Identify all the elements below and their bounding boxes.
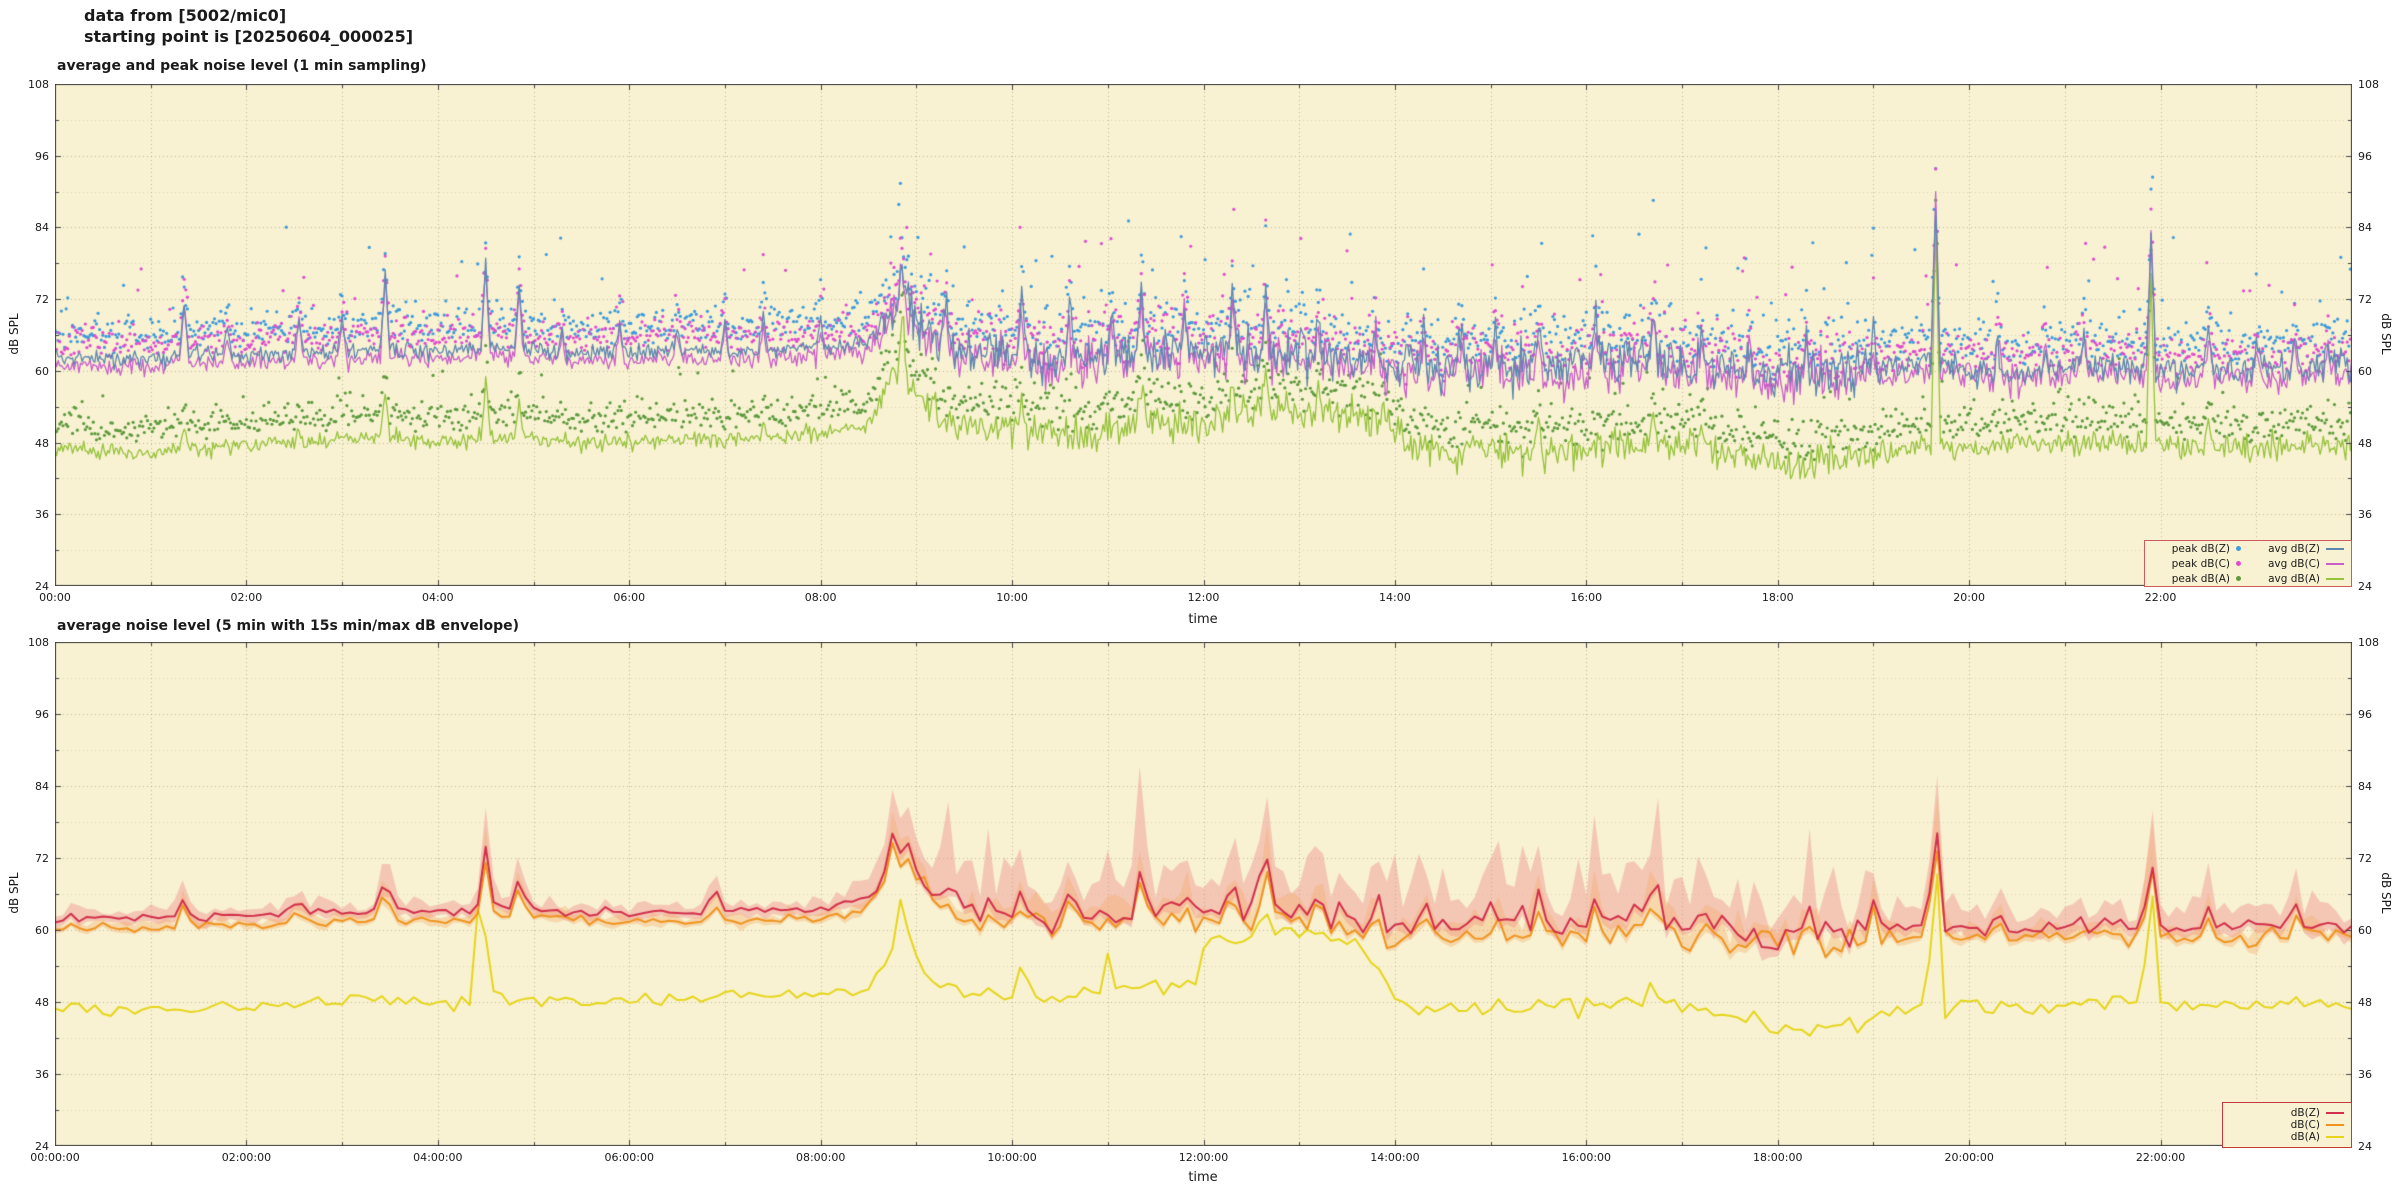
- legend-label: dB(A): [2290, 1131, 2320, 1143]
- y-tick-label: 48: [2358, 436, 2372, 450]
- dbc-marker-icon: [2326, 1124, 2344, 1126]
- x-tick-label: 16:00: [1570, 591, 1603, 604]
- x-tick-label: 18:00:00: [1753, 1151, 1803, 1164]
- x-tick-label: 10:00: [996, 591, 1028, 604]
- x-tick-label: 18:00: [1761, 591, 1794, 604]
- y-tick-label: 84: [2358, 221, 2372, 235]
- y-tick-label: 108: [2358, 78, 2379, 91]
- x-tick-label: 22:00: [2144, 591, 2177, 604]
- x-tick-label: 06:00:00: [604, 1151, 654, 1164]
- x-tick-label: 20:00: [1953, 591, 1986, 604]
- x-tick-label: 08:00:00: [795, 1151, 846, 1164]
- y-tick-label: 24: [35, 580, 49, 593]
- chart2-xlabel: time: [1188, 1170, 1218, 1185]
- header-source-line: data from [5002/mic0]: [84, 6, 287, 25]
- y-tick-label: 84: [35, 221, 49, 235]
- x-tick-label: 14:00: [1379, 591, 1411, 604]
- chart1-title: average and peak noise level (1 min samp…: [57, 58, 427, 74]
- x-tick-label: 12:00:00: [1178, 1151, 1229, 1164]
- legend-entry: peak dB(A): [2145, 571, 2248, 586]
- legend-entry: dB(A): [2223, 1131, 2351, 1143]
- x-tick-label: 08:00: [804, 591, 837, 604]
- peak-dbz-marker-icon: [2236, 546, 2241, 551]
- x-tick-label: 14:00:00: [1370, 1151, 1420, 1164]
- y-tick-label: 96: [2358, 708, 2372, 721]
- legend-label: avg dB(Z): [2268, 542, 2320, 555]
- y-tick-label: 24: [35, 1140, 49, 1153]
- y-tick-label: 84: [2358, 780, 2372, 793]
- x-tick-label: 16:00:00: [1561, 1151, 1612, 1164]
- chart2-plot-canvas: [55, 642, 2352, 1146]
- y-tick-label: 36: [2358, 508, 2372, 522]
- chart1-legend: peak dB(Z) peak dB(C) peak dB(A) avg dB(…: [2144, 540, 2352, 587]
- y-tick-label: 60: [2358, 364, 2372, 378]
- y-tick-label: 108: [28, 78, 49, 91]
- y-tick-label: 36: [35, 508, 49, 522]
- x-tick-label: 00:00: [39, 591, 71, 604]
- peak-dba-marker-icon: [2236, 576, 2241, 581]
- avg-dbz-marker-icon: [2326, 547, 2344, 550]
- y-tick-label: 48: [35, 436, 49, 450]
- chart2-title: average noise level (5 min with 15s min/…: [57, 618, 520, 634]
- y-tick-label: 60: [35, 364, 49, 378]
- x-tick-label: 12:00: [1187, 591, 1220, 604]
- avg-dbc-marker-icon: [2326, 562, 2344, 565]
- legend-entry: peak dB(Z): [2145, 541, 2248, 556]
- dba-marker-icon: [2326, 1136, 2344, 1138]
- chart2-legend: dB(Z) dB(C) dB(A): [2222, 1102, 2352, 1148]
- y-tick-label: 48: [2358, 996, 2372, 1009]
- legend-label: peak dB(C): [2171, 557, 2230, 570]
- y-tick-label: 96: [35, 149, 49, 163]
- legend-label: avg dB(A): [2268, 572, 2320, 585]
- x-tick-label: 02:00:00: [221, 1151, 272, 1164]
- legend-label: avg dB(C): [2267, 557, 2320, 570]
- x-tick-label: 06:00: [613, 591, 646, 604]
- y-tick-label: 24: [2358, 580, 2372, 593]
- y-tick-label: 96: [35, 708, 49, 721]
- y-tick-label: 36: [2358, 1068, 2372, 1081]
- legend-entry: peak dB(C): [2145, 556, 2248, 571]
- legend-label: dB(C): [2290, 1119, 2320, 1131]
- legend-entry: dB(C): [2223, 1119, 2351, 1131]
- y-tick-label: 48: [35, 996, 49, 1009]
- x-tick-label: 10:00:00: [987, 1151, 1037, 1164]
- y-tick-label: 84: [35, 780, 49, 793]
- y-tick-label: 72: [35, 293, 49, 307]
- y-tick-label: 72: [2358, 852, 2372, 865]
- y-tick-label: 72: [2358, 293, 2372, 307]
- y-tick-label: 60: [35, 924, 49, 937]
- x-tick-label: 02:00: [230, 591, 263, 604]
- legend-entry: avg dB(Z): [2248, 541, 2351, 556]
- legend-label: dB(Z): [2290, 1107, 2320, 1119]
- x-tick-label: 20:00:00: [1944, 1151, 1994, 1164]
- x-tick-label: 00:00:00: [30, 1151, 80, 1164]
- peak-dbc-marker-icon: [2236, 561, 2241, 566]
- x-tick-label: 22:00:00: [2135, 1151, 2186, 1164]
- legend-entry: avg dB(A): [2248, 571, 2351, 586]
- chart1-xlabel: time: [1188, 612, 1218, 627]
- y-tick-label: 108: [28, 636, 49, 649]
- y-tick-label: 108: [2358, 636, 2379, 649]
- y-tick-label: 24: [2358, 1140, 2372, 1153]
- legend-label: peak dB(Z): [2171, 542, 2230, 555]
- chart1-plot-canvas: [55, 84, 2352, 586]
- x-tick-label: 04:00: [421, 591, 454, 604]
- legend-entry: dB(Z): [2223, 1107, 2351, 1119]
- header-start-line: starting point is [20250604_000025]: [84, 27, 414, 46]
- y-tick-label: 36: [35, 1068, 49, 1081]
- avg-dba-marker-icon: [2326, 577, 2344, 580]
- dbz-marker-icon: [2326, 1112, 2344, 1114]
- x-tick-label: 04:00:00: [413, 1151, 463, 1164]
- y-tick-label: 72: [35, 852, 49, 865]
- legend-entry: avg dB(C): [2248, 556, 2351, 571]
- legend-label: peak dB(A): [2171, 572, 2230, 585]
- y-tick-label: 96: [2358, 149, 2372, 163]
- y-tick-label: 60: [2358, 924, 2372, 937]
